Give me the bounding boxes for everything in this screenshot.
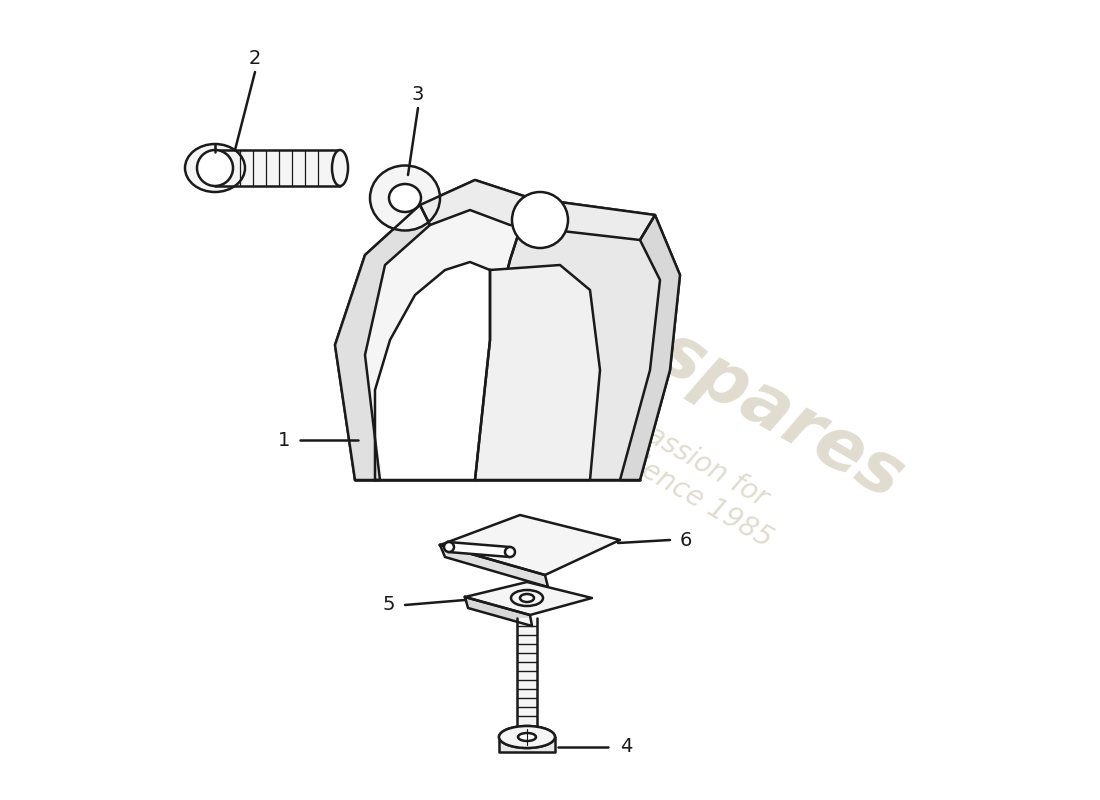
Polygon shape	[214, 150, 340, 186]
Text: eurospares: eurospares	[485, 226, 915, 514]
Polygon shape	[475, 198, 680, 480]
Ellipse shape	[499, 726, 556, 748]
Polygon shape	[440, 515, 620, 575]
Ellipse shape	[370, 166, 440, 230]
Polygon shape	[336, 205, 430, 480]
Text: 6: 6	[680, 530, 692, 550]
Polygon shape	[465, 597, 532, 626]
Polygon shape	[517, 618, 537, 725]
Ellipse shape	[389, 184, 421, 212]
Polygon shape	[375, 262, 490, 480]
Ellipse shape	[512, 590, 543, 606]
Text: 4: 4	[620, 738, 632, 757]
Text: 2: 2	[249, 49, 261, 67]
Text: a passion for
excellence 1985: a passion for excellence 1985	[566, 387, 794, 553]
Polygon shape	[475, 265, 600, 480]
Polygon shape	[420, 180, 654, 240]
Text: 1: 1	[277, 430, 290, 450]
Polygon shape	[336, 180, 530, 480]
Polygon shape	[448, 542, 510, 557]
Polygon shape	[499, 737, 556, 752]
Text: 3: 3	[411, 86, 425, 105]
Ellipse shape	[332, 150, 348, 186]
Polygon shape	[440, 545, 548, 587]
Circle shape	[197, 150, 233, 186]
Ellipse shape	[518, 733, 536, 741]
Ellipse shape	[185, 144, 245, 192]
Ellipse shape	[444, 542, 454, 552]
Polygon shape	[465, 582, 592, 615]
Text: 5: 5	[383, 595, 395, 614]
Polygon shape	[620, 215, 680, 480]
Ellipse shape	[520, 594, 534, 602]
Circle shape	[512, 192, 568, 248]
Ellipse shape	[499, 726, 556, 748]
Ellipse shape	[505, 547, 515, 557]
